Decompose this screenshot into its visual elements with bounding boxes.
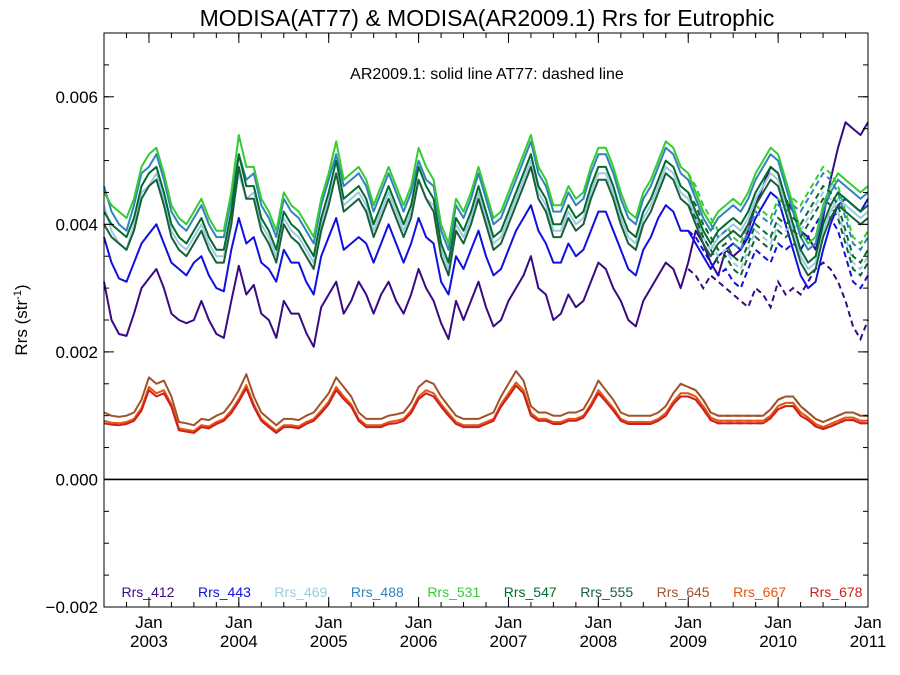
x-tick-year-label: 2006 [400, 632, 438, 651]
series-line-rrs-531-ar2009 [103, 134, 869, 245]
y-axis-ticks: −0.002 0.000 0.002 0.004 0.006 [46, 32, 868, 617]
legend-entry-rrs-488: Rrs_488 [351, 584, 404, 600]
x-tick-year-label: 2004 [220, 632, 258, 651]
legend-entry-rrs-678: Rrs_678 [810, 584, 863, 600]
plot-frame [103, 32, 869, 608]
series-line-rrs-645-ar2009 [103, 370, 868, 427]
legend-entry-rrs-645: Rrs_645 [657, 584, 710, 600]
y-axis-label-text: Rrs (str [12, 300, 31, 356]
legend-entry-rrs-555: Rrs_555 [580, 584, 633, 600]
series-line-rrs-555-at77 [687, 197, 869, 278]
series-line-rrs-645-at77 [687, 386, 868, 424]
series-line-rrs-443-ar2009 [103, 191, 869, 296]
x-tick-month-label: Jan [675, 613, 702, 632]
x-tick-year-label: 2008 [579, 632, 617, 651]
legend-entry-rrs-469: Rrs_469 [274, 584, 327, 600]
legend-entry-rrs-547: Rrs_547 [504, 584, 557, 600]
x-tick-month-label: Jan [585, 613, 612, 632]
y-axis-label-close: ) [12, 284, 31, 290]
series-line-rrs-667-at77 [687, 392, 868, 429]
y-axis-label-superscript: -1 [12, 290, 24, 300]
y-tick-label: 0.006 [55, 88, 98, 107]
series-line-rrs-412-at77 [687, 261, 869, 342]
x-tick-month-label: Jan [135, 613, 162, 632]
x-tick-year-label: 2009 [669, 632, 707, 651]
x-tick-month-label: Jan [854, 613, 881, 632]
series-line-rrs-547-ar2009 [103, 153, 869, 264]
y-tick-label: 0.004 [55, 215, 98, 234]
legend: Rrs_412 Rrs_443 Rrs_469 Rrs_488 Rrs_531 Rrs_5… [122, 584, 863, 600]
x-tick-year-label: 2007 [490, 632, 528, 651]
series-layer [103, 121, 869, 434]
x-tick-month-label: Jan [405, 613, 432, 632]
series-line-rrs-547-at77 [687, 184, 869, 265]
legend-entry-rrs-412: Rrs_412 [122, 584, 175, 600]
y-tick-label: 0.002 [55, 343, 98, 362]
y-tick-label: 0.000 [55, 470, 98, 489]
x-tick-month-label: Jan [764, 613, 791, 632]
series-line-rrs-469-at77 [687, 190, 869, 271]
y-tick-label: −0.002 [46, 598, 98, 617]
legend-entry-rrs-531: Rrs_531 [427, 584, 480, 600]
series-line-rrs-488-ar2009 [103, 140, 869, 251]
series-line-rrs-488-at77 [687, 171, 869, 252]
series-line-rrs-412-ar2009 [103, 121, 869, 348]
chart-title: MODISA(AT77) & MODISA(AR2009.1) Rrs for … [200, 5, 775, 31]
x-tick-month-label: Jan [315, 613, 342, 632]
legend-entry-rrs-667: Rrs_667 [733, 584, 786, 600]
x-tick-year-label: 2003 [130, 632, 168, 651]
series-line-rrs-678-at77 [687, 395, 868, 431]
x-tick-year-label: 2010 [759, 632, 797, 651]
x-tick-month-label: Jan [495, 613, 522, 632]
y-axis-label: Rrs (str-1) [12, 284, 31, 355]
x-tick-year-label: 2011 [850, 632, 887, 651]
series-line-rrs-678-ar2009 [103, 384, 868, 434]
x-tick-month-label: Jan [225, 613, 252, 632]
x-tick-year-label: 2005 [310, 632, 348, 651]
legend-entry-rrs-443: Rrs_443 [198, 584, 251, 600]
line-style-annotation: AR2009.1: solid line AT77: dashed line [350, 66, 624, 83]
x-axis-ticks: Jan2003Jan2004Jan2005Jan2006Jan2007Jan20… [103, 33, 887, 651]
series-line-rrs-555-ar2009 [103, 165, 869, 277]
series-line-rrs-443-at77 [687, 210, 869, 290]
